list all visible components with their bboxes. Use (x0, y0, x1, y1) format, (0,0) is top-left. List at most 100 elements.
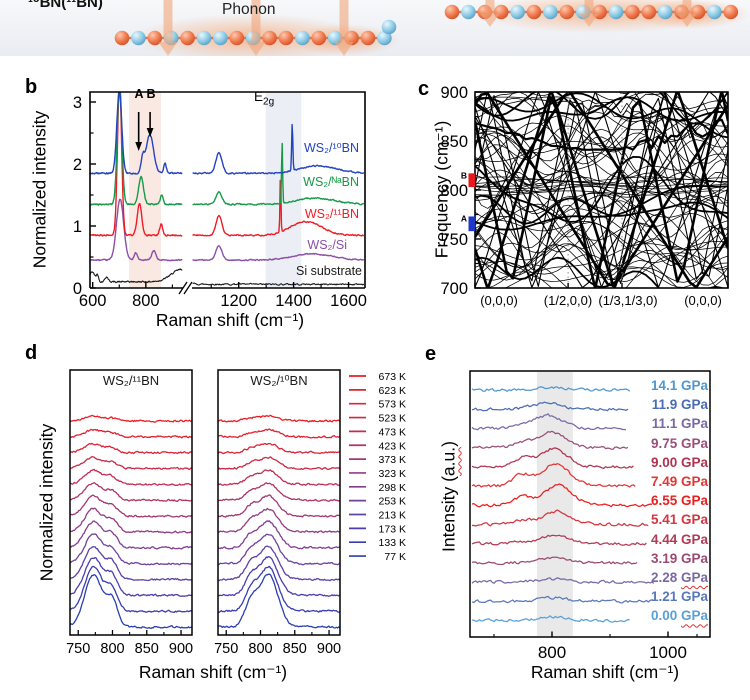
mode-marker-a (468, 216, 475, 232)
pressure-label: 0.00 GPa (651, 608, 708, 623)
panel-c-plot: 900 850 800 750 700 B A (440, 84, 729, 298)
arrow-b-head (146, 128, 154, 137)
panel-e-frame (469, 370, 711, 638)
pressure-value: 14.1 (650, 378, 681, 393)
arrow-a-head (135, 142, 143, 151)
mode-marker-label: B (461, 170, 467, 180)
pressure-label: 6.55 GPa (651, 493, 708, 508)
nitrogen-atom (657, 4, 673, 20)
pressure-value: 9.75 (650, 435, 681, 451)
nitrogen-atom (707, 4, 722, 20)
temperature-curve (218, 565, 340, 613)
boron-atom (526, 4, 542, 20)
temperature-curve (218, 414, 340, 423)
pressure-curve (471, 483, 653, 508)
spectrum-WSBN (192, 123, 365, 175)
temperature-curve (70, 574, 192, 629)
temperature-curve (218, 555, 340, 597)
nitrogen-atom (295, 30, 310, 46)
subpanel-title-ws2-10bn: WS₂/¹⁰BN (250, 373, 308, 388)
subpanel-title-ws2-11bn: WS₂/¹¹BN (102, 373, 160, 388)
y-tick-label: 800 (440, 182, 468, 200)
pressure-label: 3.19 GPa (651, 551, 708, 566)
phonon-band (475, 92, 728, 287)
phonon-band (475, 153, 728, 191)
e2g-main: E (254, 89, 264, 104)
panel-c-phonon-dispersion: 900 850 800 750 700 B A c Frequency (cm⁻¹) (0,… (405, 72, 750, 344)
spectrum-WSBN (90, 92, 183, 237)
panel-c-letter: c (418, 78, 430, 100)
y-tick-label: 3 (73, 94, 82, 112)
isotope-label: ¹⁰BN(¹¹BN) (28, 0, 103, 11)
pressure-label: 5.41 GPa (651, 512, 708, 527)
peak-a-annotation: A (134, 87, 144, 101)
phonon-band (475, 181, 728, 187)
x-tick-label: 1400 (275, 292, 312, 310)
pressure-label: 4.44 GPa (651, 532, 708, 547)
y-tick-label: 1 (73, 218, 82, 236)
phonon-arrow-body (584, 0, 594, 14)
temperature-curve (218, 469, 340, 486)
pressure-unit: GPa (680, 435, 708, 451)
phonon-band (475, 92, 728, 116)
pressure-curve (471, 386, 631, 392)
spectrum-Sisubstrate (192, 282, 365, 286)
phonon-band (475, 92, 728, 288)
legend-label: 323 K (379, 468, 406, 480)
kpoint-label-gamma-left: (0,0,0) (480, 293, 518, 308)
pressure-curve (471, 509, 649, 527)
nitrogen-atom (543, 4, 558, 20)
temperature-curve (70, 520, 192, 550)
panel-e-ylabel-post: ) (438, 441, 459, 447)
x-tick-label: 1600 (330, 292, 367, 310)
phonon-band (475, 92, 728, 288)
temperature-curve (218, 494, 340, 518)
panel-b-ylabel: Normalized intensity (29, 110, 50, 269)
temperature-curve (218, 428, 340, 439)
boron-atom (723, 4, 739, 20)
boron-atom (114, 30, 130, 46)
temperature-curve (70, 546, 192, 582)
pressure-curve (471, 447, 634, 470)
kpoint-label-k: (1/3,1/3,0) (598, 293, 658, 308)
temperature-curve (70, 556, 192, 597)
x-tick-label: 850 (135, 641, 159, 657)
pressure-value: 11.1 (651, 416, 681, 432)
pressure-value: 5.41 (650, 512, 681, 528)
legend-label: 673 K (379, 371, 406, 383)
isotope-phonon-band (129, 92, 161, 288)
boron-atom (229, 30, 245, 46)
y-tick-label: 900 (440, 84, 468, 102)
pressure-label: 2.28 GPa (651, 570, 708, 585)
pressure-label: 7.49 GPa (651, 474, 708, 489)
pressure-unit: GPa (680, 550, 708, 566)
panel-b-xlabel: Raman shift (cm⁻¹) (155, 310, 305, 330)
pressure-curve (471, 615, 630, 623)
pressure-curve (471, 595, 654, 604)
temperature-curve (70, 428, 192, 439)
panel-b-raman-spectra: Si substrate WS₂/Si WS₂/¹¹BN WS₂/ᴺᵃBN WS₂/¹⁰… (15, 72, 390, 344)
panel-b-plot: Si substrate WS₂/Si WS₂/¹¹BN WS₂/ᴺᵃBN WS₂/¹⁰… (73, 91, 367, 310)
panel-e-plot: 800 1000 (469, 370, 711, 662)
phonon-band (475, 132, 728, 187)
pressure-curve (471, 413, 627, 431)
pressure-unit: GPa (680, 493, 708, 509)
phonon-arrow-body (251, 0, 261, 42)
pressure-value: 11.9 (651, 397, 681, 413)
spectrum-WSBN (192, 179, 364, 237)
pressure-curve (471, 463, 636, 488)
phonon-arrow-body (485, 0, 495, 14)
pressure-curve (471, 401, 629, 412)
y-tick-label: 850 (440, 133, 468, 151)
x-tick-label: 750 (214, 641, 238, 657)
pressure-value: 1.21 (650, 589, 681, 605)
pressure-value: 3.19 (650, 550, 681, 566)
panel-e-ylabel: Intensity (a.u.) (439, 387, 460, 607)
temperature-curve (70, 507, 192, 534)
shaded-band (536, 372, 573, 636)
temperature-curve (218, 520, 340, 550)
pressure-unit: GPa (680, 378, 708, 393)
subpanel-frame (217, 369, 341, 636)
phonon-band (475, 134, 728, 182)
x-tick-label: 900 (169, 641, 193, 657)
